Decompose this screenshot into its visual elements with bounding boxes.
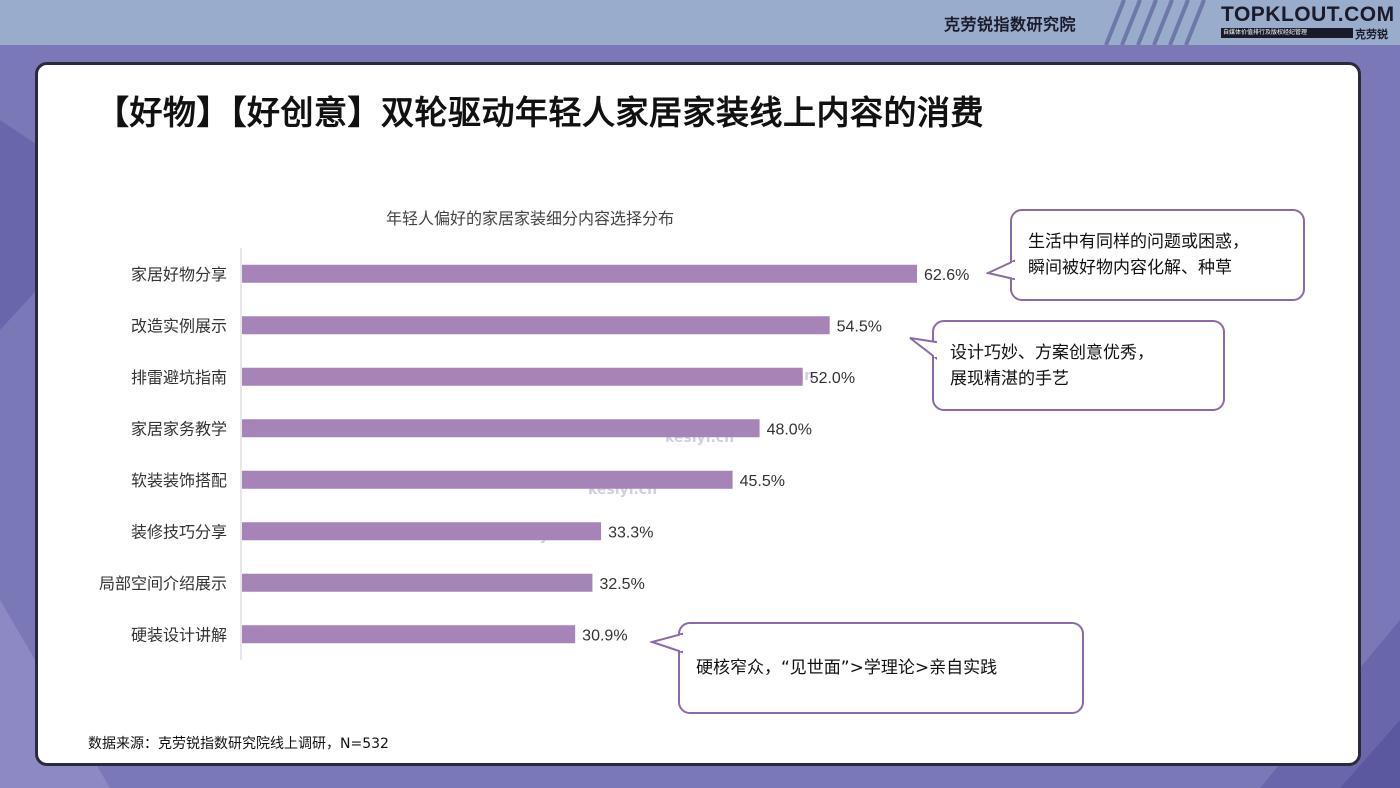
category-label: 家居家务教学 <box>131 419 227 438</box>
category-label: 硬装设计讲解 <box>131 625 227 644</box>
bar <box>242 316 830 335</box>
value-label: 30.9% <box>582 627 627 644</box>
value-label: 45.5% <box>740 473 785 490</box>
bar <box>242 522 602 541</box>
category-label: 软装装饰搭配 <box>131 471 227 490</box>
callout-tail <box>986 259 1016 281</box>
bar <box>242 625 576 644</box>
bar <box>242 264 917 283</box>
brand-logo-subtitle: 自媒体价值排行及版权经纪管理 <box>1221 28 1353 38</box>
bar <box>242 419 760 438</box>
slash-decoration <box>1104 0 1206 45</box>
category-label: 局部空间介绍展示 <box>99 574 227 593</box>
callout-line: 展现精湛的手艺 <box>950 368 1069 389</box>
bar <box>242 573 593 592</box>
callout-tail <box>650 632 684 654</box>
chart-title: 年轻人偏好的家居家装细分内容选择分布 <box>386 209 675 228</box>
value-label: 62.6% <box>924 267 969 284</box>
callout-tail <box>909 337 938 361</box>
callout-bubble-2: 设计巧妙、方案创意优秀， 展现精湛的手艺 <box>909 320 1225 411</box>
category-label: 家居好物分享 <box>131 265 227 284</box>
bar <box>242 470 733 489</box>
callout-line: 设计巧妙、方案创意优秀， <box>950 342 1154 363</box>
category-label: 排雷避坑指南 <box>131 368 227 387</box>
callout-line: 硬核窄众，“见世面”>学理论>亲自实践 <box>696 658 998 678</box>
value-label: 48.0% <box>767 421 812 438</box>
brand-logo[interactable]: TOPKLOUT.COM <box>1221 3 1395 26</box>
bar <box>242 367 803 386</box>
value-label: 54.5% <box>837 318 882 335</box>
header-bar <box>0 0 1400 45</box>
value-label: 52.0% <box>810 370 855 387</box>
callout-line: 瞬间被好物内容化解、种草 <box>1028 258 1232 278</box>
value-label: 33.3% <box>608 524 653 541</box>
brand-logo-cn: 克劳锐 <box>1355 28 1388 41</box>
callout-line: 生活中有同样的问题或困惑， <box>1028 232 1249 252</box>
page-title: 【好物】【好创意】双轮驱动年轻人家居家装线上内容的消费 <box>96 93 984 132</box>
value-label: 32.5% <box>599 576 644 593</box>
callout-bubble-1: 生活中有同样的问题或困惑， 瞬间被好物内容化解、种草 <box>986 209 1305 301</box>
org-name: 克劳锐指数研究院 <box>944 15 1077 34</box>
category-label: 装修技巧分享 <box>131 522 227 541</box>
data-source-note: 数据来源：克劳锐指数研究院线上调研，N=532 <box>88 736 389 752</box>
category-label: 改造实例展示 <box>131 316 227 335</box>
callout-bubble-3: 硬核窄众，“见世面”>学理论>亲自实践 <box>650 622 1084 714</box>
